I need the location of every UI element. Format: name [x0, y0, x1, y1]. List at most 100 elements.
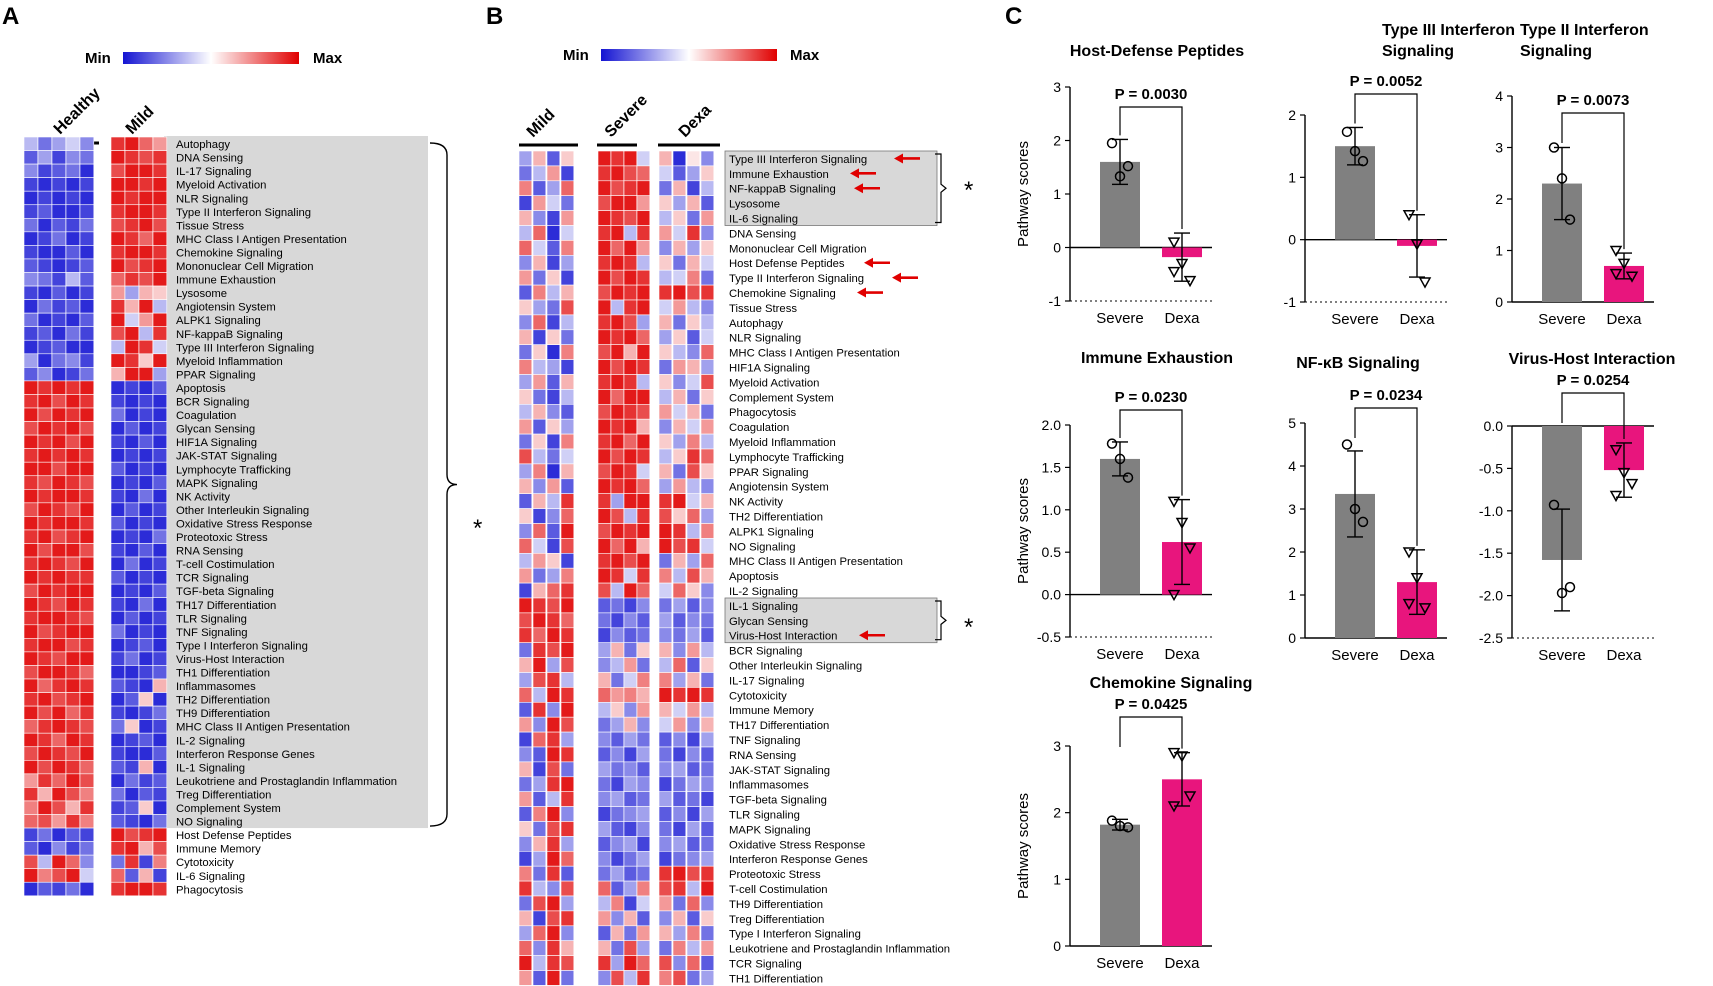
heat-cell [124, 529, 140, 544]
heat-cell [65, 719, 81, 734]
heat-cell [636, 746, 651, 763]
heat-cell [597, 776, 612, 792]
heat-cell [79, 326, 95, 341]
heat-cell [518, 806, 533, 822]
heat-cell [623, 642, 638, 658]
heat-cell [124, 800, 140, 815]
heat-cell [658, 657, 673, 673]
heat-cell [560, 299, 575, 316]
heat-cell [672, 925, 687, 941]
heat-cell [700, 299, 715, 316]
heat-cell [658, 255, 673, 271]
heat-cell [623, 731, 638, 748]
heat-cell [110, 285, 126, 300]
heat-cell [110, 367, 126, 382]
heat-cell [610, 925, 625, 941]
heat-cell [672, 210, 687, 226]
panel-letter-b: B [486, 3, 503, 30]
heat-cell [23, 272, 39, 287]
heat-cell [23, 556, 39, 571]
heat-cell [532, 612, 547, 629]
heat-cell [138, 312, 154, 327]
heat-cell [597, 597, 612, 614]
heat-cell [152, 421, 168, 436]
heat-cell [623, 240, 638, 256]
row-label: Chemokine Signaling [729, 288, 836, 300]
heat-cell [546, 403, 561, 420]
heat-cell [110, 678, 126, 693]
heat-cell [700, 791, 715, 807]
heat-cell [560, 493, 575, 509]
panel-b-arrows [850, 153, 920, 641]
heat-cell [546, 776, 561, 792]
heat-cell [597, 761, 612, 778]
heat-cell [546, 597, 561, 614]
heat-cell [610, 850, 625, 867]
heat-cell [700, 627, 715, 643]
data-point [1114, 453, 1126, 465]
heat-cell [546, 284, 561, 301]
heat-cell [124, 312, 140, 327]
heat-cell [686, 389, 701, 405]
heat-cell [597, 806, 612, 822]
row-label: Myeloid Activation [176, 180, 266, 192]
heat-cell [560, 463, 575, 480]
heat-cell [700, 955, 715, 971]
y-tick-label: 2.0 [1042, 417, 1062, 433]
heat-cell [546, 195, 561, 211]
heat-cell [610, 701, 625, 718]
heat-cell [51, 692, 67, 707]
heat-cell [597, 240, 612, 256]
heat-cell [23, 394, 39, 409]
heat-cell [658, 240, 673, 256]
heat-cell [546, 955, 561, 971]
heat-cell [597, 210, 612, 226]
heat-cell [658, 523, 673, 539]
heat-cell [636, 508, 651, 524]
row-label: Tissue Stress [176, 220, 244, 232]
heat-cell [152, 163, 168, 178]
heat-cell [532, 970, 547, 986]
row-label: Interferon Response Genes [176, 749, 315, 761]
heat-cell [560, 374, 575, 390]
heat-cell [37, 787, 53, 802]
heat-cell [658, 687, 673, 703]
heat-cell [65, 218, 81, 233]
heat-cell [636, 657, 651, 673]
x-tick-label: Severe [1331, 647, 1379, 664]
heat-cell [636, 344, 651, 360]
heat-cell [532, 657, 547, 673]
heat-cell [152, 245, 168, 260]
heat-cell [152, 881, 168, 897]
heat-cell [686, 255, 701, 271]
heat-cell [597, 255, 612, 271]
heat-cell [152, 719, 168, 734]
row-label: TH1 Differentiation [176, 668, 270, 680]
heat-cell [23, 610, 39, 626]
heat-cell [636, 582, 651, 599]
x-tick-label: Dexa [1399, 647, 1435, 664]
heat-cell [560, 687, 575, 703]
heat-cell [546, 523, 561, 539]
heat-cell [51, 719, 67, 734]
heat-cell [623, 716, 638, 733]
heat-cell [138, 610, 154, 626]
heat-cell [623, 493, 638, 509]
heat-cell [138, 394, 154, 409]
heat-cell [610, 150, 625, 167]
heat-cell [597, 821, 612, 837]
row-label: DNA Sensing [729, 228, 796, 240]
heat-cell [686, 970, 701, 986]
significance-bracket [1354, 407, 1418, 546]
heat-cell [518, 508, 533, 524]
heat-cell [686, 493, 701, 509]
heat-cell [686, 150, 701, 167]
heat-cell [610, 627, 625, 643]
heat-cell [23, 434, 39, 449]
data-point [1548, 142, 1560, 153]
heat-cell [700, 180, 715, 197]
row-label: ALPK1 Signaling [176, 315, 261, 327]
heat-cell [37, 163, 53, 178]
heat-cell [700, 269, 715, 286]
heat-cell [700, 448, 715, 465]
